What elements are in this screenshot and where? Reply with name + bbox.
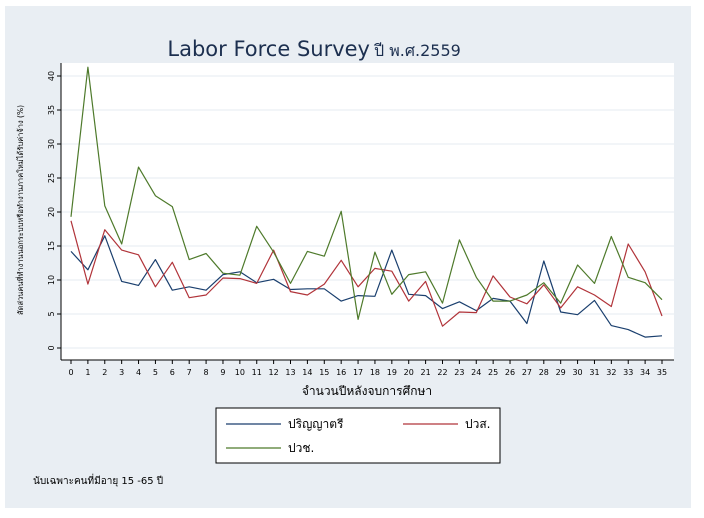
x-tick-label-31: 31	[589, 368, 599, 377]
y-axis-ticks: 0 5 10 15 20 25 30 35 40	[47, 71, 61, 351]
x-tick-label-34: 34	[640, 368, 650, 377]
y-tick-label-40: 40	[47, 71, 56, 81]
x-tick-label-23: 23	[454, 368, 464, 377]
y-tick-label-35: 35	[47, 105, 56, 115]
x-tick-label-17: 17	[353, 368, 363, 377]
x-tick-label-13: 13	[285, 368, 295, 377]
x-tick-label-0: 0	[68, 368, 73, 377]
y-tick-label-20: 20	[47, 207, 56, 217]
x-tick-label-32: 32	[606, 368, 616, 377]
legend-label-high-vocational: ปวส.	[465, 417, 491, 431]
y-tick-label-10: 10	[47, 275, 56, 285]
x-tick-label-9: 9	[220, 368, 225, 377]
y-tick-label-30: 30	[47, 139, 56, 149]
x-tick-label-30: 30	[572, 368, 582, 377]
x-tick-label-10: 10	[235, 368, 245, 377]
x-tick-label-1: 1	[85, 368, 90, 377]
x-tick-label-11: 11	[252, 368, 262, 377]
x-tick-label-16: 16	[336, 368, 346, 377]
series-lines	[70, 66, 663, 338]
series-line-1	[70, 220, 663, 327]
y-tick-label-0: 0	[47, 345, 56, 350]
x-tick-label-12: 12	[269, 368, 279, 377]
chart-title: Labor Force Survey	[167, 37, 370, 61]
x-tick-label-20: 20	[404, 368, 414, 377]
x-tick-label-18: 18	[370, 368, 380, 377]
x-tick-label-7: 7	[187, 368, 192, 377]
x-tick-label-6: 6	[170, 368, 175, 377]
y-tick-label-5: 5	[47, 311, 56, 316]
x-tick-label-33: 33	[623, 368, 633, 377]
x-tick-label-2: 2	[102, 368, 107, 377]
series-line-2	[70, 66, 663, 320]
x-tick-label-21: 21	[421, 368, 431, 377]
x-tick-label-27: 27	[522, 368, 532, 377]
y-tick-label-15: 15	[47, 241, 56, 251]
x-axis-ticks: 0 1 2 3 4 5 6 7 8 9 10 11 12 13 14 15 16 17 18 19 20 21 22 23 24…	[68, 360, 667, 377]
x-tick-label-4: 4	[136, 368, 141, 377]
x-tick-label-19: 19	[387, 368, 397, 377]
x-tick-label-24: 24	[471, 368, 481, 377]
x-tick-label-28: 28	[539, 368, 549, 377]
legend-label-vocational: ปวช.	[288, 441, 314, 455]
x-tick-label-35: 35	[657, 368, 667, 377]
x-axis-label: จำนวนปีหลังจบการศึกษา	[302, 384, 432, 398]
x-tick-label-26: 26	[505, 368, 515, 377]
x-tick-label-22: 22	[437, 368, 447, 377]
chart-title-suffix: ปี พ.ศ.2559	[374, 41, 461, 60]
footnote: นับเฉพาะคนที่มีอายุ 15 -65 ปี	[33, 473, 163, 487]
x-tick-label-3: 3	[119, 368, 124, 377]
x-tick-label-5: 5	[153, 368, 158, 377]
x-tick-label-14: 14	[302, 368, 312, 377]
x-tick-label-25: 25	[488, 368, 498, 377]
series-line-0	[70, 235, 663, 338]
y-axis-label: สัดส่วนคนที่ทำงานนอกระบบหรือทำงานภาคใหม่…	[15, 105, 25, 315]
x-tick-label-29: 29	[556, 368, 566, 377]
legend-box	[215, 407, 501, 464]
y-tick-label-25: 25	[47, 173, 56, 183]
x-tick-label-15: 15	[319, 368, 329, 377]
x-tick-label-8: 8	[204, 368, 209, 377]
legend-label-bachelor: ปริญญาตรี	[288, 417, 344, 431]
